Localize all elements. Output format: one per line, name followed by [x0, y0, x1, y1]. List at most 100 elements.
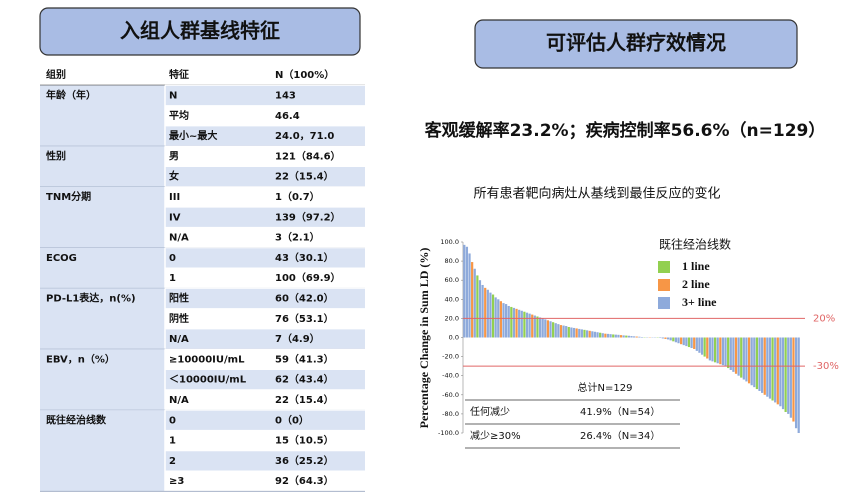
bar	[664, 337, 667, 339]
row-bg	[165, 389, 365, 411]
bar	[687, 337, 691, 348]
bar	[593, 331, 597, 338]
bar	[635, 336, 638, 338]
inset-title: 总计N=129	[578, 381, 633, 394]
row-bg	[165, 186, 365, 208]
feature-cell: 女	[169, 170, 179, 183]
y-tick-label: -60.0	[442, 391, 459, 399]
bar	[484, 287, 487, 338]
left-title-box	[39, 7, 361, 56]
bar	[779, 337, 782, 407]
row-bg	[165, 227, 365, 248]
legend-swatch	[658, 279, 670, 291]
bar	[486, 289, 489, 338]
row-bg	[165, 207, 365, 228]
reference-label: 20%	[813, 313, 835, 324]
row-bg	[165, 146, 365, 167]
bar	[669, 337, 672, 341]
value-cell: 15（10.5）	[275, 434, 334, 447]
feature-cell: ≥10000IU/mL	[169, 354, 245, 365]
bar	[742, 337, 745, 380]
y-tick-label: -40.0	[442, 372, 459, 380]
group-cell	[40, 288, 165, 350]
inset-label: 任何减少	[470, 405, 510, 418]
bar	[606, 333, 610, 338]
chart-subtitle: 所有患者靶向病灶从基线到最佳反应的变化	[473, 186, 720, 202]
bar	[585, 330, 589, 338]
value-cell: 36（25.2）	[275, 454, 334, 467]
group-cell	[40, 410, 165, 492]
bar	[499, 301, 502, 338]
inset-value: 26.4%（N=34）	[580, 430, 660, 442]
row-bg	[165, 247, 365, 268]
row-bg	[165, 349, 365, 370]
bar	[761, 337, 764, 393]
left-title: 入组人群基线特征	[120, 19, 280, 43]
bar	[468, 253, 471, 338]
bar	[776, 337, 779, 405]
feature-cell: 2	[169, 456, 176, 467]
row-bg	[165, 410, 365, 431]
group-name: 既往经治线数	[46, 413, 107, 426]
y-tick-label: 40.0	[445, 295, 459, 303]
bar	[572, 327, 576, 338]
bar	[471, 262, 474, 338]
bar	[481, 284, 484, 338]
bar	[580, 329, 583, 338]
feature-cell: ＜10000IU/mL	[169, 374, 247, 386]
group-cell	[40, 247, 165, 289]
bar	[567, 326, 570, 338]
feature-cell: N/A	[169, 233, 189, 244]
reference-label: -30%	[813, 361, 839, 372]
bar	[729, 337, 732, 370]
group-name: ECOG	[46, 253, 77, 264]
bar	[700, 337, 704, 355]
y-tick-label: 100.0	[440, 238, 459, 246]
bar	[533, 315, 536, 338]
bar	[755, 337, 759, 390]
value-cell: 92（64.3）	[275, 474, 334, 487]
bar	[787, 337, 790, 414]
y-tick-label: 80.0	[445, 257, 459, 265]
bar	[588, 330, 591, 338]
bar	[528, 313, 531, 338]
feature-cell: 阳性	[169, 291, 189, 304]
bar	[525, 312, 529, 338]
feature-cell: N/A	[169, 334, 189, 345]
row-bg	[165, 85, 365, 106]
bar	[489, 292, 492, 338]
group-name: 性别	[45, 149, 66, 162]
bar	[575, 328, 578, 338]
y-tick-label: 0.0	[449, 334, 459, 342]
bar	[737, 337, 740, 376]
y-axis-label: Percentage Change in Sum LD (%)	[417, 248, 431, 429]
row-bg	[165, 471, 365, 492]
bar	[627, 335, 630, 338]
bar	[719, 337, 722, 365]
bar	[614, 334, 617, 338]
row-bg	[165, 125, 365, 147]
bar	[596, 332, 599, 338]
column-header: N（100%）	[275, 68, 334, 81]
bar	[630, 336, 633, 338]
bar	[713, 337, 717, 363]
group-cell	[40, 146, 165, 187]
headline: 客观缓解率23.2%；疾病控制率56.6%（n=129）	[424, 120, 826, 141]
bar	[771, 337, 774, 401]
bar	[541, 318, 544, 338]
legend-label: 3+ line	[682, 295, 717, 309]
value-cell: 7（4.9）	[275, 332, 320, 345]
bar	[693, 337, 696, 349]
bar	[732, 337, 735, 372]
feature-cell: ≥3	[169, 476, 184, 487]
group-cell	[40, 85, 165, 147]
value-cell: 60（42.0）	[275, 291, 334, 304]
bar	[792, 337, 795, 422]
table-header-bg	[40, 65, 365, 86]
row-bg	[165, 308, 365, 329]
bar	[794, 337, 798, 429]
bar	[520, 310, 523, 338]
value-cell: 121（84.6）	[275, 149, 341, 162]
row-bg	[165, 430, 365, 451]
bar	[703, 337, 706, 357]
